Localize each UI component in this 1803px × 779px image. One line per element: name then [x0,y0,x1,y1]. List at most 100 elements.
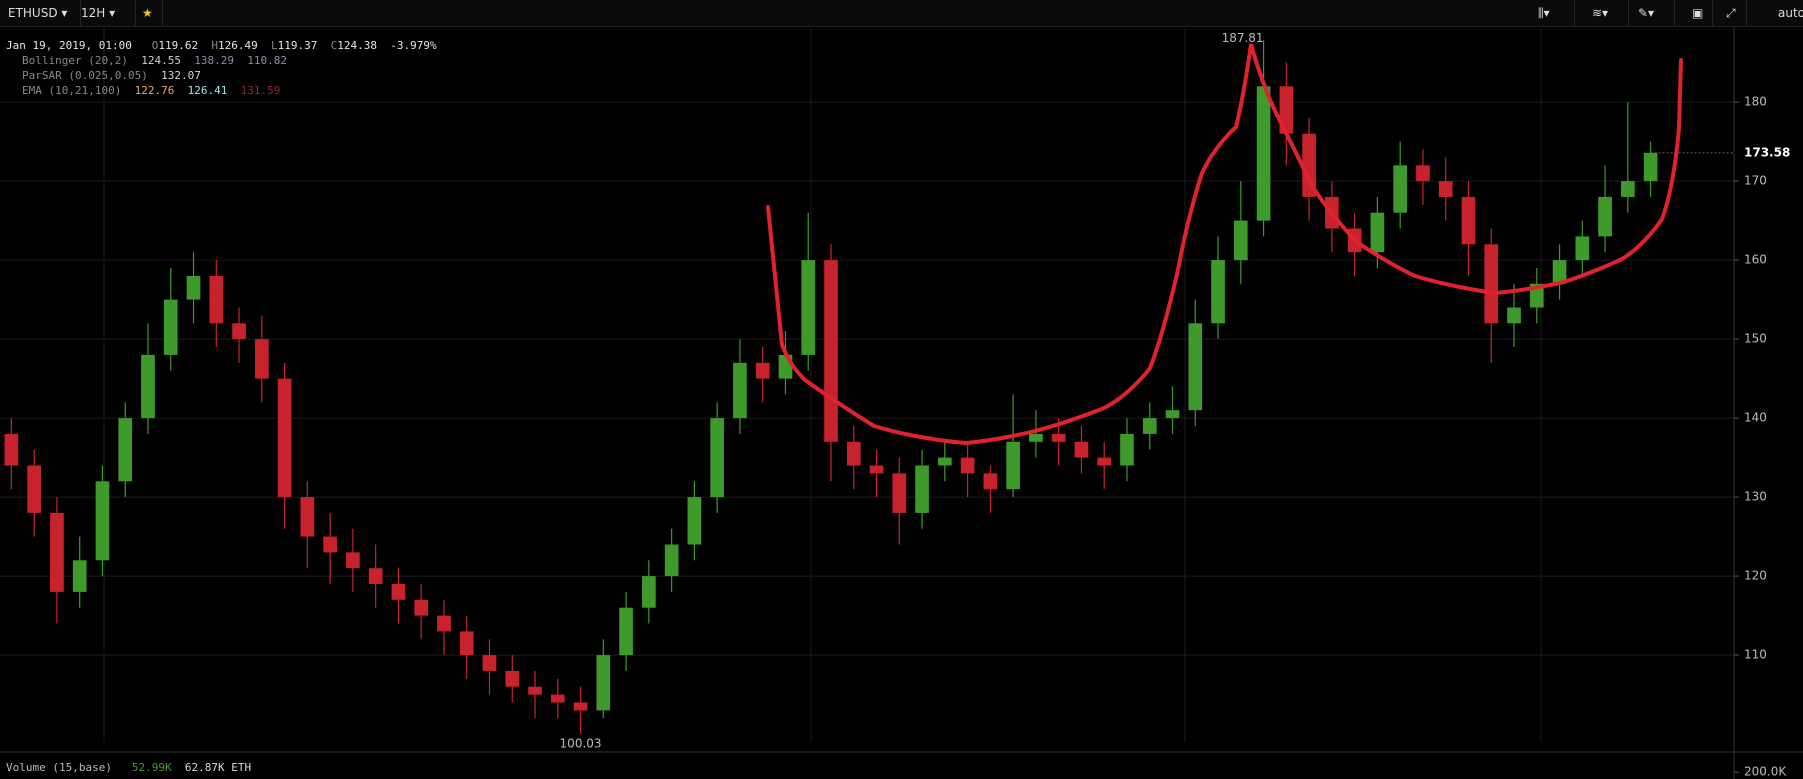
high-value: 126.49 [218,39,258,52]
indicator-value: 124.55 [141,54,181,67]
candle-body [5,434,19,466]
candle-body [574,703,588,711]
candle-body [255,339,269,379]
vertical-grid [104,27,1541,742]
candle-body [984,473,998,489]
bar-style-button[interactable]: ⫼▾ [1530,0,1575,26]
candle-body [665,545,679,577]
y-tick-label: 140 [1744,411,1767,425]
candle-body [414,600,428,616]
candle-body [1439,181,1453,197]
candle-body [209,276,223,323]
fullscreen-button[interactable]: ⤢ [1718,0,1747,26]
draw-button[interactable]: ✎▾ [1630,0,1675,26]
candle-body [1143,418,1157,434]
volume-tick-label: 200.0K [1744,765,1787,779]
candle-body [278,379,292,498]
symbol: ETHUSD [8,6,58,20]
indicator-row[interactable]: Bollinger (20,2) 124.55 138.29 110.82 [6,53,437,68]
indicator-row[interactable]: ParSAR (0.025,0.05) 132.07 [6,68,437,83]
date: Jan 19, 2019, 01:00 [6,39,132,52]
y-tick-label: 160 [1744,253,1767,267]
indicator-value: 138.29 [194,54,234,67]
volume-value: 52.99K [132,761,172,774]
candle-body [824,260,838,442]
candle-body [1644,153,1658,181]
candle-body [756,363,770,379]
low-value: 119.37 [278,39,318,52]
scale-mode-label: auto [1778,6,1803,20]
candle-body [1416,165,1430,181]
candle-body [1484,244,1498,323]
hand-drawn-cup-handle [768,44,1681,443]
candle-body [915,466,929,513]
indicator-name: Bollinger (20,2) [22,54,128,67]
high-label: H [211,39,218,52]
candle-body [1120,434,1134,466]
candle-body [1029,434,1043,442]
candle-body [688,497,702,544]
indicator-name: ParSAR (0.025,0.05) [22,69,148,82]
candle-body [369,568,383,584]
toolbar: ETHUSD ▾ 12H ▾ ★ ⫼▾ ≋▾ ✎▾ ▣ ⤢ auto [0,0,1803,27]
y-tick-label: 120 [1744,569,1767,583]
symbol-selector[interactable]: ETHUSD ▾ [0,0,81,26]
y-tick-label: 110 [1744,648,1767,662]
candle-body [528,687,542,695]
candle-body [801,260,815,355]
candle-body [232,323,246,339]
candle-body [460,631,474,655]
candle-body [1097,458,1111,466]
candle-body [73,560,87,592]
candle-body [1211,260,1225,323]
candle-body [1075,442,1089,458]
candle-body [619,608,633,655]
candle-body [710,418,724,497]
candle-body [1393,165,1407,212]
candle-body [938,458,952,466]
candle-body [346,552,360,568]
candle-body [96,481,110,560]
change: -3.979% [390,39,436,52]
low-annotation: 100.03 [560,736,602,750]
candle-body [323,537,337,553]
candle-body [961,458,975,474]
indicator-name: EMA (10,21,100) [22,84,121,97]
candle-body [301,497,315,536]
candle-body [1621,181,1635,197]
candle-body [187,276,201,300]
candle-body [642,576,656,608]
volume-name: Volume (15,base) [6,761,112,774]
interval-selector[interactable]: 12H ▾ [73,0,136,26]
last-price-label: 173.58 [1744,145,1790,159]
candle-body [1371,213,1385,253]
y-tick-label: 150 [1744,332,1767,346]
candle-body [437,616,451,632]
high-annotation: 187.81 [1222,31,1264,45]
candle-body [1006,442,1020,489]
candle-body [1462,197,1476,244]
y-tick-label: 180 [1744,95,1767,109]
candle-body [392,584,406,600]
candle-body [892,473,906,513]
candle-body [483,655,497,671]
low-label: L [271,39,278,52]
indicator-list: Bollinger (20,2) 124.55 138.29 110.82 Pa… [6,53,437,98]
close-value: 124.38 [337,39,377,52]
indicator-row[interactable]: EMA (10,21,100) 122.76 126.41 131.59 [6,83,437,98]
candle-body [505,671,519,687]
favorite-button[interactable]: ★ [134,0,163,26]
candle-body [27,466,41,513]
scale-mode[interactable]: auto [1770,0,1803,26]
indicator-value: 110.82 [247,54,287,67]
volume-legend: Volume (15,base) 52.99K 62.87K ETH [6,761,264,774]
compare-button[interactable]: ▣ [1684,0,1713,26]
candle-body [1575,236,1589,260]
candle-body [1598,197,1612,237]
candle-body [1507,308,1521,324]
indicator-value: 131.59 [241,84,281,97]
indicators-button[interactable]: ≋▾ [1584,0,1629,26]
candle-body [164,300,178,355]
